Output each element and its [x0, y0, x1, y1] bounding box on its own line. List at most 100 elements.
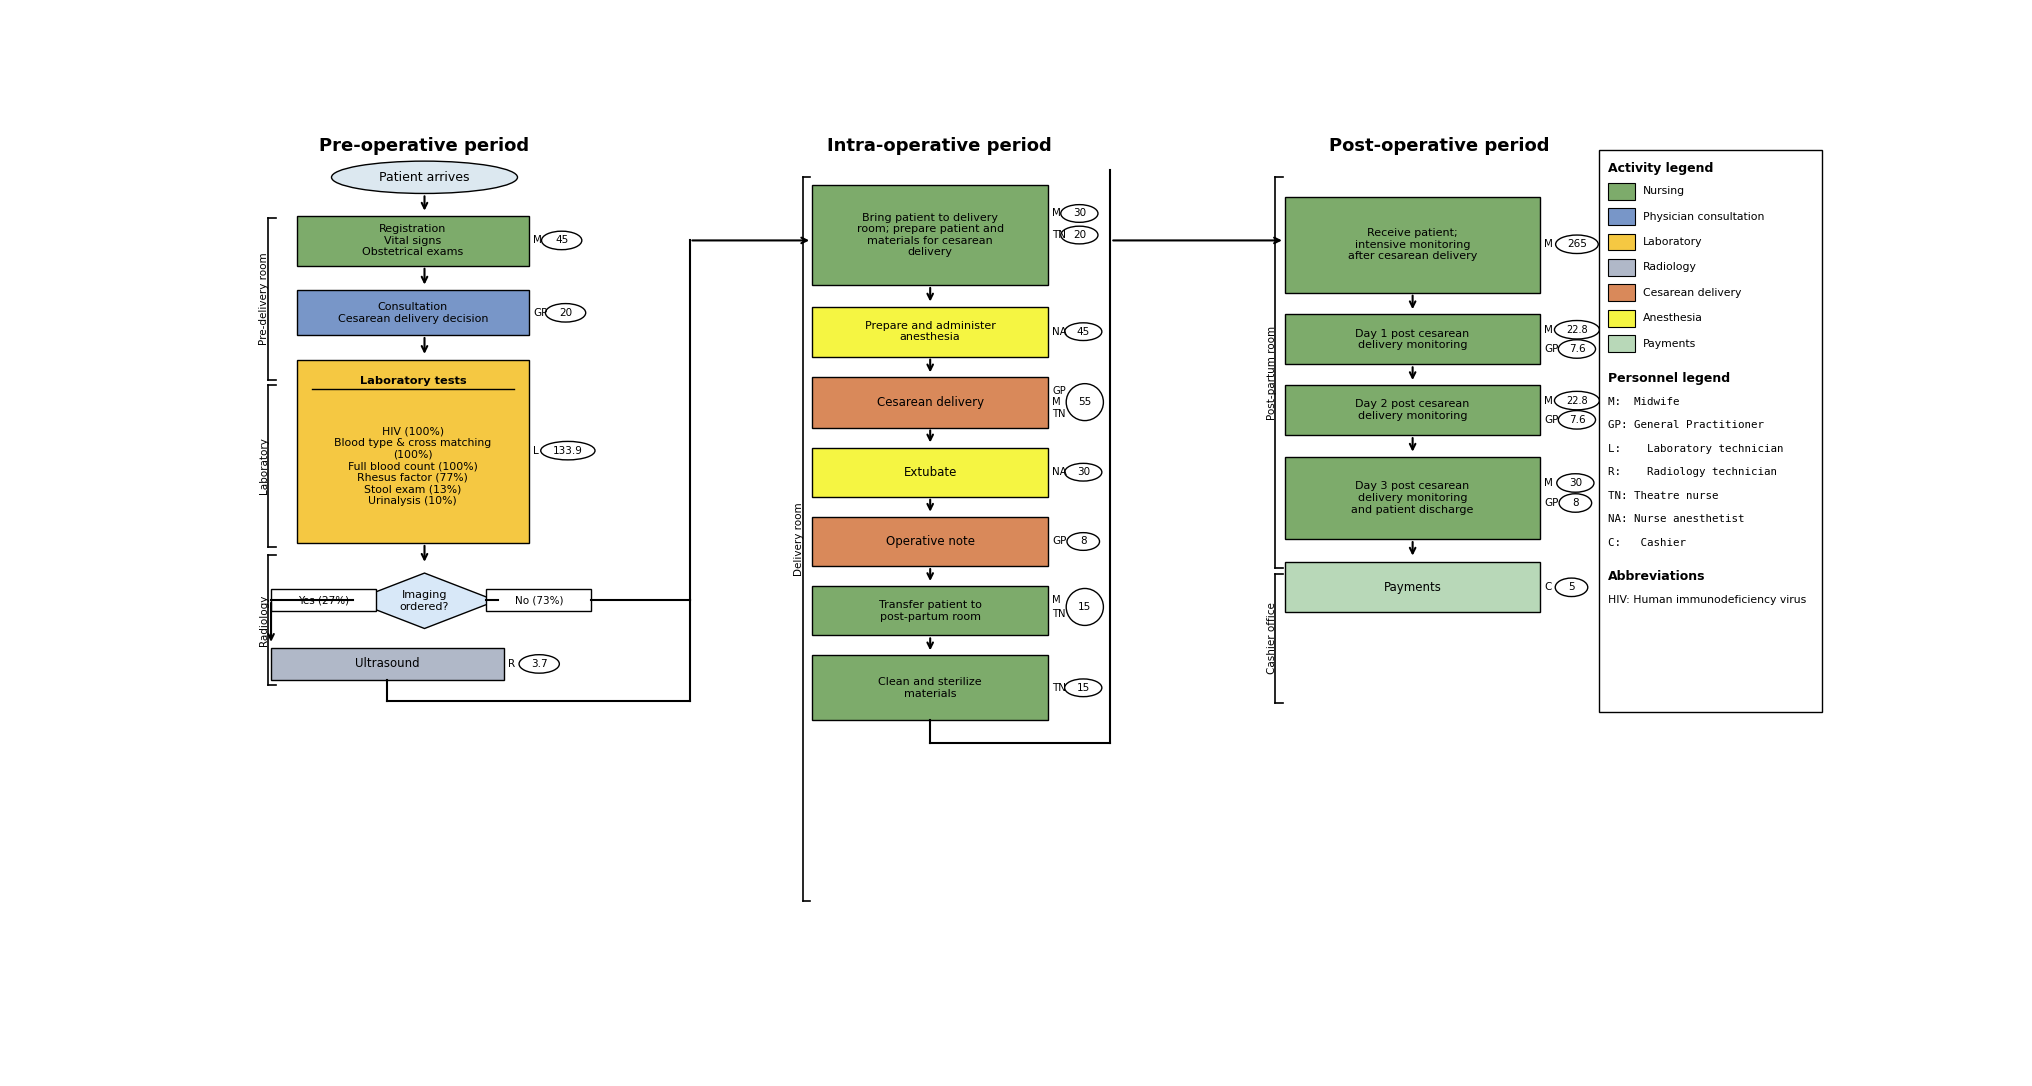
- Text: Anesthesia: Anesthesia: [1642, 313, 1703, 324]
- Ellipse shape: [1554, 391, 1599, 409]
- Ellipse shape: [541, 441, 595, 459]
- FancyBboxPatch shape: [1607, 285, 1636, 301]
- Text: TN: TN: [1053, 230, 1067, 240]
- Ellipse shape: [541, 231, 581, 250]
- Text: 20: 20: [559, 307, 573, 318]
- Text: Transfer patient to
post-partum room: Transfer patient to post-partum room: [878, 599, 981, 621]
- Text: M: M: [1544, 395, 1552, 405]
- FancyBboxPatch shape: [297, 359, 528, 543]
- Text: 30: 30: [1073, 209, 1085, 218]
- Text: Patient arrives: Patient arrives: [380, 171, 469, 184]
- FancyBboxPatch shape: [813, 185, 1049, 286]
- Text: C: C: [1544, 582, 1552, 592]
- Text: GP: GP: [1544, 344, 1559, 354]
- Ellipse shape: [1554, 578, 1587, 596]
- Text: Operative note: Operative note: [886, 535, 975, 548]
- Text: GP: GP: [1544, 415, 1559, 425]
- Ellipse shape: [1065, 464, 1101, 481]
- FancyBboxPatch shape: [1284, 563, 1540, 613]
- FancyBboxPatch shape: [486, 590, 591, 610]
- FancyBboxPatch shape: [1607, 209, 1636, 225]
- FancyBboxPatch shape: [813, 586, 1049, 635]
- FancyBboxPatch shape: [1607, 233, 1636, 251]
- FancyBboxPatch shape: [1607, 258, 1636, 276]
- Ellipse shape: [1067, 383, 1103, 420]
- Text: 55: 55: [1079, 397, 1091, 407]
- Text: M: M: [1053, 595, 1061, 605]
- Text: Prepare and administer
anesthesia: Prepare and administer anesthesia: [866, 320, 996, 342]
- Text: Extubate: Extubate: [904, 466, 957, 479]
- Text: M: M: [532, 236, 543, 245]
- Text: Radiology: Radiology: [258, 594, 268, 646]
- FancyBboxPatch shape: [813, 447, 1049, 496]
- Text: Delivery room: Delivery room: [795, 503, 805, 576]
- Text: NA: NA: [1053, 467, 1067, 477]
- Text: GP: GP: [1544, 498, 1559, 508]
- Ellipse shape: [1559, 340, 1595, 358]
- Text: Clean and sterilize
materials: Clean and sterilize materials: [878, 677, 981, 698]
- Ellipse shape: [518, 655, 559, 673]
- Text: Laboratory tests: Laboratory tests: [360, 377, 465, 387]
- Text: Day 1 post cesarean
delivery monitoring: Day 1 post cesarean delivery monitoring: [1355, 329, 1469, 350]
- FancyBboxPatch shape: [270, 590, 376, 610]
- Text: Ultrasound: Ultrasound: [356, 657, 421, 670]
- Ellipse shape: [1559, 411, 1595, 429]
- FancyBboxPatch shape: [1607, 310, 1636, 327]
- FancyBboxPatch shape: [1284, 314, 1540, 365]
- Text: 7.6: 7.6: [1569, 344, 1585, 354]
- Text: 22.8: 22.8: [1567, 325, 1587, 334]
- Ellipse shape: [545, 304, 585, 323]
- Text: Post-partum room: Post-partum room: [1266, 326, 1276, 419]
- Ellipse shape: [1061, 226, 1097, 244]
- Ellipse shape: [1559, 494, 1591, 513]
- FancyBboxPatch shape: [297, 290, 528, 336]
- FancyBboxPatch shape: [813, 656, 1049, 720]
- Text: Pre-operative period: Pre-operative period: [319, 138, 530, 155]
- Text: L:    Laboratory technician: L: Laboratory technician: [1607, 444, 1784, 454]
- Text: Cesarean delivery: Cesarean delivery: [1642, 288, 1741, 298]
- Text: HIV: Human immunodeficiency virus: HIV: Human immunodeficiency virus: [1607, 595, 1806, 605]
- FancyBboxPatch shape: [1607, 182, 1636, 200]
- FancyBboxPatch shape: [813, 306, 1049, 356]
- Ellipse shape: [1065, 323, 1101, 341]
- Text: R: R: [508, 659, 516, 669]
- Text: Consultation
Cesarean delivery decision: Consultation Cesarean delivery decision: [337, 302, 488, 324]
- Text: Payments: Payments: [1642, 339, 1697, 349]
- Text: GP: GP: [1053, 386, 1067, 395]
- Text: 8: 8: [1573, 498, 1579, 508]
- Text: 15: 15: [1077, 683, 1089, 693]
- Text: Nursing: Nursing: [1642, 186, 1685, 197]
- Text: M:  Midwife: M: Midwife: [1607, 396, 1678, 407]
- FancyBboxPatch shape: [1607, 336, 1636, 352]
- Text: 265: 265: [1567, 239, 1587, 250]
- Text: 30: 30: [1077, 467, 1089, 477]
- Text: Laboratory: Laboratory: [258, 438, 268, 494]
- FancyBboxPatch shape: [813, 378, 1049, 428]
- Text: 20: 20: [1073, 230, 1085, 240]
- Text: 45: 45: [1077, 327, 1089, 337]
- Text: GP: General Practitioner: GP: General Practitioner: [1607, 420, 1764, 430]
- Text: Payments: Payments: [1384, 581, 1441, 594]
- Text: Cesarean delivery: Cesarean delivery: [876, 396, 983, 409]
- Ellipse shape: [1557, 235, 1599, 253]
- Text: 8: 8: [1079, 536, 1087, 546]
- Text: TN: TN: [1053, 683, 1067, 693]
- Ellipse shape: [1067, 589, 1103, 626]
- Text: M: M: [1544, 325, 1552, 334]
- Ellipse shape: [1065, 679, 1101, 696]
- Text: Intra-operative period: Intra-operative period: [827, 138, 1053, 155]
- Text: GP: GP: [1053, 536, 1067, 546]
- Text: C:   Cashier: C: Cashier: [1607, 538, 1687, 547]
- FancyBboxPatch shape: [813, 517, 1049, 566]
- Text: Personnel legend: Personnel legend: [1607, 372, 1729, 386]
- Ellipse shape: [1067, 532, 1099, 551]
- Text: 45: 45: [555, 236, 569, 245]
- FancyBboxPatch shape: [1284, 457, 1540, 539]
- Text: GP: GP: [532, 307, 547, 318]
- Text: Bring patient to delivery
room; prepare patient and
materials for cesarean
deliv: Bring patient to delivery room; prepare …: [858, 213, 1004, 257]
- Text: TN: TN: [1053, 609, 1065, 619]
- Ellipse shape: [1061, 204, 1097, 223]
- Text: NA: NA: [1053, 327, 1067, 337]
- Text: Pre-delivery room: Pre-delivery room: [258, 253, 268, 345]
- Text: 3.7: 3.7: [530, 659, 547, 669]
